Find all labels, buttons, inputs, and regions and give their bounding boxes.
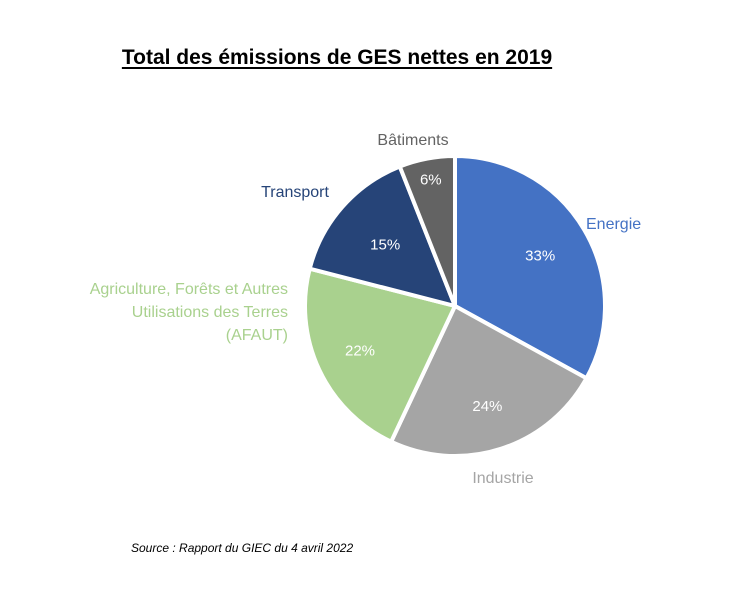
category-label-transport: Transport [261, 184, 329, 201]
category-label-agriculture: Agriculture, Forêts et Autres Utilisation… [90, 281, 288, 344]
pie-slice-energie [453, 154, 607, 381]
pie-slice-transport [307, 164, 457, 308]
pie-value-labels: 33% 24% 22% 15% 6% [345, 171, 555, 415]
value-label-agriculture: 22% [345, 343, 375, 360]
category-label-batiments: Bâtiments [377, 132, 448, 149]
value-label-transport: 15% [370, 237, 400, 254]
category-label-line: Utilisations des Terres [132, 304, 288, 321]
pie-slices [303, 154, 607, 458]
category-label-line: (AFAUT) [226, 327, 288, 344]
chart-source: Source : Rapport du GIEC du 4 avril 2022 [131, 541, 354, 555]
value-label-energie: 33% [525, 248, 555, 265]
value-label-batiments: 6% [420, 171, 442, 188]
pie-slice-agriculture [303, 266, 457, 444]
category-label-energie: Energie [586, 216, 641, 233]
category-label-line: Agriculture, Forêts et Autres [90, 281, 288, 298]
value-label-industrie: 24% [472, 398, 502, 415]
chart-title: Total des émissions de GES nettes en 201… [121, 46, 553, 69]
pie-slice-batiments [397, 154, 457, 308]
category-label-industrie: Industrie [472, 470, 533, 487]
pie-slice-industrie [389, 304, 589, 458]
pie-category-labels: Energie Industrie Agriculture, Forêts et A… [90, 132, 642, 487]
